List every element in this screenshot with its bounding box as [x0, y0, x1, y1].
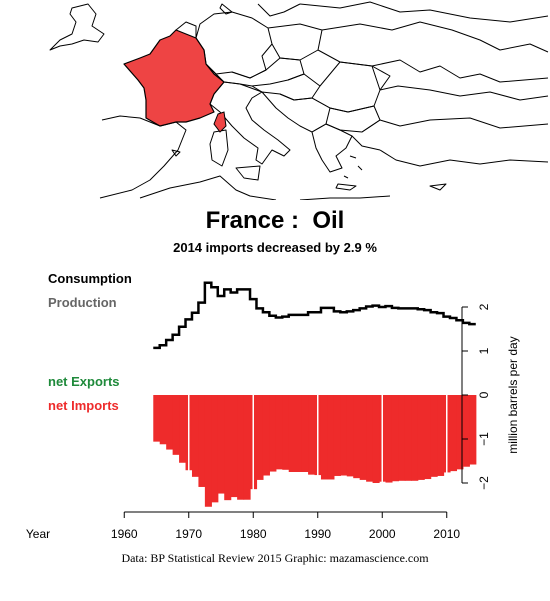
x-tick-label-1970: 1970 — [175, 527, 202, 541]
net-imports-bar-2006 — [417, 395, 425, 480]
net-imports-bar-1992 — [327, 395, 335, 480]
net-imports-bar-1977 — [230, 395, 238, 498]
crete-outline — [335, 183, 357, 191]
turkey-outline — [351, 117, 549, 167]
net-imports-bar-1986 — [288, 395, 296, 472]
net-imports-bar-1981 — [256, 395, 264, 480]
net-imports-bar-1969 — [179, 395, 187, 463]
net-imports-bar-2014 — [469, 395, 477, 465]
y-axis-title: million barrels per day — [506, 336, 520, 453]
net-imports-bar-1974 — [211, 395, 219, 503]
net-imports-bar-1993 — [333, 395, 341, 476]
cyprus-outline — [429, 183, 447, 191]
sardinia-outline — [209, 129, 229, 167]
net-imports-bar-1987 — [295, 395, 303, 472]
legend-net-imports: net Imports — [48, 398, 119, 413]
net-imports-bar-1979 — [243, 395, 251, 500]
net-imports-bar-2009 — [437, 395, 445, 476]
x-axis-title: Year — [26, 527, 50, 541]
net-imports-bar-1976 — [224, 395, 232, 501]
net-imports-bar-1985 — [282, 395, 290, 470]
consumption-line — [153, 281, 476, 350]
scandinavia-outline — [257, 3, 301, 17]
corsica-highlight — [213, 111, 227, 133]
greece-outline — [311, 123, 353, 173]
net-imports-bar-1971 — [191, 395, 200, 477]
y-tick-label-2: 2 — [477, 303, 491, 310]
eastern-europe-outline — [299, 1, 549, 23]
net-imports-bar-1968 — [172, 395, 180, 455]
y-tick-label--1: −1 — [477, 432, 491, 446]
chart-title: France : Oil — [205, 207, 345, 234]
y-tick-label-1: 1 — [477, 347, 491, 354]
net-imports-bar-1988 — [301, 395, 309, 472]
net-imports-bar-1967 — [166, 395, 174, 450]
net-imports-bar-1984 — [275, 395, 283, 470]
x-tick-label-2000: 2000 — [369, 527, 396, 541]
net-imports-bar-1978 — [237, 395, 245, 500]
net-imports-bar-1999 — [372, 395, 380, 483]
x-axis: 1960 1970 1980 1990 2000 2010 — [111, 511, 460, 541]
net-imports-bar-2013 — [462, 395, 470, 467]
balearic-islands — [171, 149, 181, 157]
net-imports-bar-2011 — [449, 395, 458, 472]
legend-net-exports: net Exports — [48, 374, 120, 389]
net-imports-bar-1991 — [320, 395, 329, 480]
net-imports-bar-1972 — [198, 395, 206, 487]
net-imports-bar-1994 — [340, 395, 348, 476]
chart-subtitle: 2014 imports decreased by 2.9 % — [173, 240, 377, 255]
net-imports-bar-1973 — [204, 395, 212, 507]
belarus-ukraine-outline — [321, 21, 549, 53]
net-imports-bar-2002 — [391, 395, 399, 482]
net-imports-bar-1989 — [308, 395, 316, 475]
net-imports-bar-1965 — [153, 395, 161, 442]
net-imports-bar-2005 — [411, 395, 419, 481]
black-sea-coast — [379, 85, 549, 101]
france-highlight — [123, 29, 225, 127]
net-imports-bar-2003 — [398, 395, 406, 481]
x-tick-label-1960: 1960 — [111, 527, 138, 541]
legend-consumption: Consumption — [48, 271, 132, 286]
aegean-islands — [343, 155, 363, 179]
decade-gridlines — [188, 395, 448, 514]
net-imports-bar-2008 — [430, 395, 438, 477]
denmark-outline — [219, 3, 233, 15]
net-imports-bar-1996 — [353, 395, 361, 479]
y-axis: 2 1 0 −1 −2 — [461, 303, 491, 490]
net-imports-bar-2012 — [456, 395, 464, 470]
y-tick-label--2: −2 — [477, 476, 491, 490]
iberia-outline — [99, 115, 187, 199]
moldova-outline — [371, 65, 391, 91]
x-tick-label-1980: 1980 — [240, 527, 267, 541]
legend-production: Production — [48, 295, 117, 310]
net-imports-bar-1982 — [262, 395, 270, 476]
data-credit: Data: BP Statistical Review 2015 Graphic… — [121, 551, 429, 565]
x-tick-label-1990: 1990 — [304, 527, 331, 541]
y-tick-label-0: 0 — [477, 391, 491, 398]
net-imports-bar-1998 — [366, 395, 374, 482]
sicily-outline — [235, 165, 261, 181]
net-imports-bar-1983 — [269, 395, 277, 472]
net-imports-bar-2001 — [385, 395, 393, 483]
net-imports-bar-1997 — [359, 395, 367, 480]
net-imports-bars — [153, 395, 477, 507]
x-tick-label-2010: 2010 — [433, 527, 460, 541]
czech-outline — [231, 57, 305, 87]
net-imports-bar-1966 — [159, 395, 167, 445]
net-imports-bar-1995 — [346, 395, 354, 477]
net-imports-bar-2004 — [404, 395, 412, 481]
north-africa-coast — [139, 175, 391, 200]
europe-map — [49, 1, 549, 200]
net-imports-bar-2007 — [424, 395, 432, 480]
net-imports-bar-1975 — [217, 395, 225, 494]
british-isles-outline — [49, 3, 105, 51]
